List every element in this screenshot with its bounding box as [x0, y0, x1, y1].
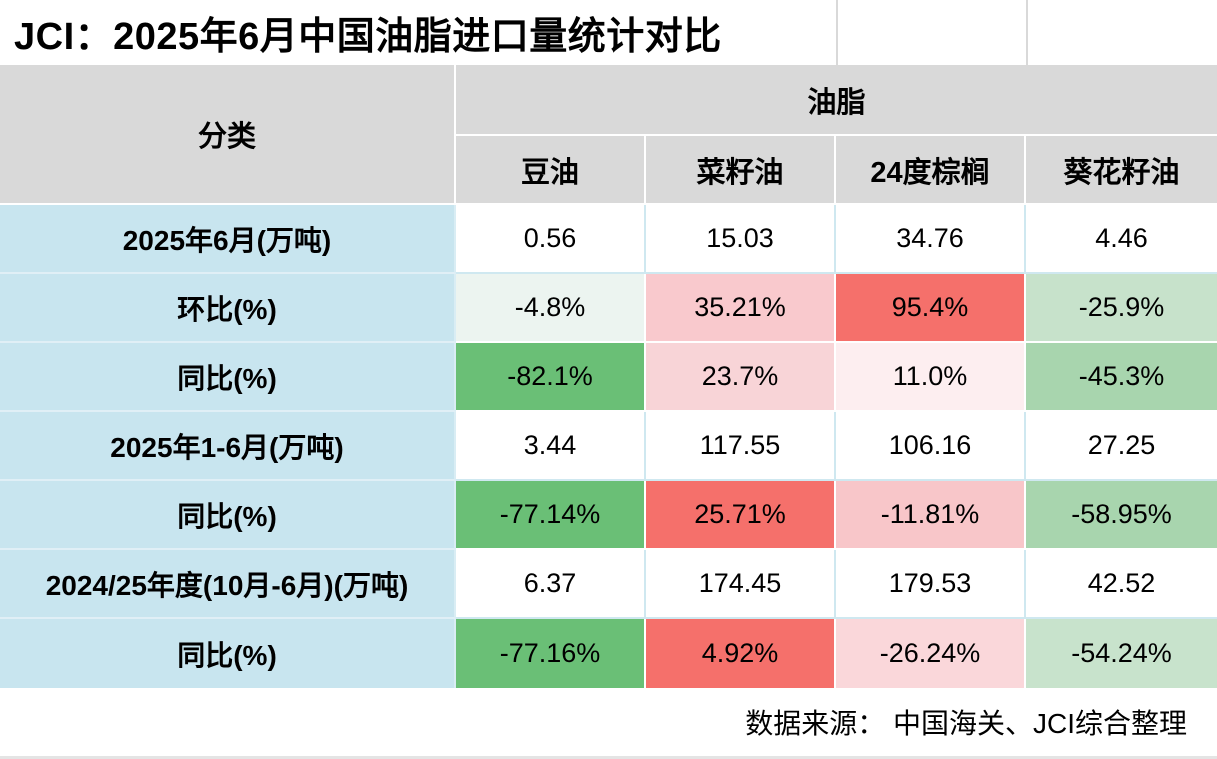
title-empty-cell-2	[1026, 0, 1217, 65]
value-cell: 42.52	[1026, 550, 1217, 619]
value-cell: 0.56	[456, 205, 646, 274]
value-cell: -11.81%	[836, 481, 1026, 550]
value-cell: 95.4%	[836, 274, 1026, 343]
value-cell: 11.0%	[836, 343, 1026, 412]
table-row: 同比(%) -77.16% 4.92% -26.24% -54.24%	[0, 619, 1217, 688]
column-group-header-oils: 油脂	[456, 65, 1217, 136]
header-row-group: 分类 油脂	[0, 65, 1217, 205]
value-cell: -82.1%	[456, 343, 646, 412]
data-source-note: 数据来源： 中国海关、JCI综合整理	[745, 708, 1187, 739]
value-cell: 25.71%	[646, 481, 836, 550]
value-cell: -25.9%	[1026, 274, 1217, 343]
value-cell: 117.55	[646, 412, 836, 481]
table-row: 同比(%) -77.14% 25.71% -11.81% -58.95%	[0, 481, 1217, 550]
value-cell: -45.3%	[1026, 343, 1217, 412]
row-label: 同比(%)	[0, 343, 456, 412]
row-label: 同比(%)	[0, 481, 456, 550]
row-label: 2024/25年度(10月-6月)(万吨)	[0, 550, 456, 619]
value-cell: 4.46	[1026, 205, 1217, 274]
table-row: 2025年1-6月(万吨) 3.44 117.55 106.16 27.25	[0, 412, 1217, 481]
value-cell: -77.16%	[456, 619, 646, 688]
value-cell: 106.16	[836, 412, 1026, 481]
column-header-palm-oil-24: 24度棕榈	[836, 136, 1026, 205]
value-cell: 15.03	[646, 205, 836, 274]
value-cell: -54.24%	[1026, 619, 1217, 688]
row-label: 环比(%)	[0, 274, 456, 343]
value-cell: 34.76	[836, 205, 1026, 274]
value-cell: -58.95%	[1026, 481, 1217, 550]
column-header-sunflower-oil: 葵花籽油	[1026, 136, 1217, 205]
value-cell: -77.14%	[456, 481, 646, 550]
title-empty-cell-1	[836, 0, 1026, 65]
value-cell: 23.7%	[646, 343, 836, 412]
table-row: 2025年6月(万吨) 0.56 15.03 34.76 4.46	[0, 205, 1217, 274]
row-label: 同比(%)	[0, 619, 456, 688]
value-cell: -4.8%	[456, 274, 646, 343]
column-header-soybean-oil: 豆油	[456, 136, 646, 205]
value-cell: 27.25	[1026, 412, 1217, 481]
value-cell: 179.53	[836, 550, 1026, 619]
table-row: 同比(%) -82.1% 23.7% 11.0% -45.3%	[0, 343, 1217, 412]
title-row: JCI：2025年6月中国油脂进口量统计对比	[0, 0, 1217, 65]
value-cell: 35.21%	[646, 274, 836, 343]
row-label: 2025年1-6月(万吨)	[0, 412, 456, 481]
value-cell: -26.24%	[836, 619, 1026, 688]
value-cell: 3.44	[456, 412, 646, 481]
header-row-columns: 豆油 菜籽油 24度棕榈 葵花籽油	[0, 136, 1217, 205]
footer-row: 数据来源： 中国海关、JCI综合整理	[0, 688, 1217, 759]
import-stats-table: 分类 油脂 豆油 菜籽油 24度棕榈 葵花籽油 2025年6月(万吨) 0.56 1…	[0, 65, 1217, 688]
column-header-rapeseed-oil: 菜籽油	[646, 136, 836, 205]
value-cell: 4.92%	[646, 619, 836, 688]
table-body: 2025年6月(万吨) 0.56 15.03 34.76 4.46 环比(%) -4.8% 3…	[0, 205, 1217, 688]
table-row: 环比(%) -4.8% 35.21% 95.4% -25.9%	[0, 274, 1217, 343]
column-header-category: 分类	[0, 65, 456, 205]
row-label: 2025年6月(万吨)	[0, 205, 456, 274]
page-title: JCI：2025年6月中国油脂进口量统计对比	[14, 16, 722, 58]
table-row: 2024/25年度(10月-6月)(万吨) 6.37 174.45 179.53 42.…	[0, 550, 1217, 619]
table-header: 分类 油脂 豆油 菜籽油 24度棕榈 葵花籽油	[0, 65, 1217, 205]
value-cell: 6.37	[456, 550, 646, 619]
value-cell: 174.45	[646, 550, 836, 619]
